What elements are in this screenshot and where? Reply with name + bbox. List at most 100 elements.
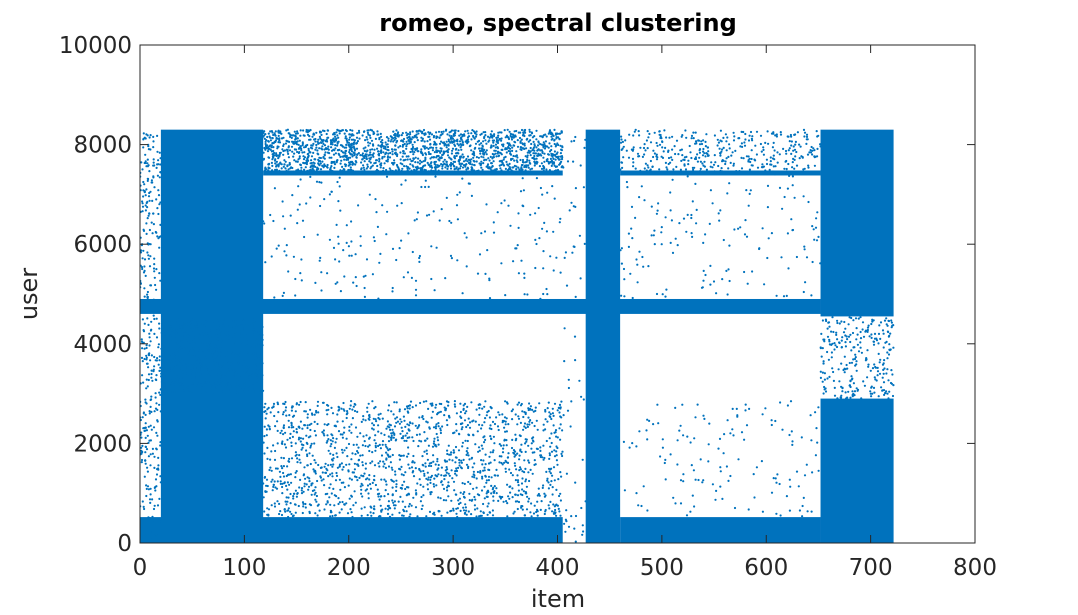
data-point — [365, 155, 368, 158]
data-point — [722, 146, 725, 149]
data-point — [322, 401, 325, 404]
data-point — [315, 168, 318, 171]
data-point — [550, 417, 553, 421]
data-point — [676, 439, 679, 442]
data-point — [229, 390, 232, 393]
data-point — [529, 154, 532, 157]
data-point — [371, 148, 374, 151]
data-point — [873, 332, 877, 335]
data-point — [341, 436, 344, 439]
data-point — [372, 155, 375, 158]
data-point — [882, 346, 885, 349]
data-point — [665, 136, 668, 139]
data-point — [290, 424, 293, 427]
data-point — [455, 469, 459, 473]
data-point — [440, 514, 443, 517]
data-point — [885, 372, 888, 375]
data-point — [172, 365, 175, 368]
data-point — [448, 415, 451, 418]
data-point — [362, 147, 365, 150]
data-point — [309, 446, 312, 449]
data-point — [823, 385, 826, 389]
data-point — [361, 454, 364, 457]
data-point — [457, 449, 461, 452]
data-point — [401, 145, 404, 148]
data-point — [259, 372, 263, 375]
data-point — [204, 366, 207, 369]
data-point — [352, 504, 355, 507]
data-point — [483, 405, 486, 408]
data-point — [675, 139, 679, 142]
data-point — [194, 362, 197, 365]
data-point — [164, 345, 167, 348]
data-point — [557, 478, 560, 481]
data-point — [290, 512, 293, 516]
data-point — [313, 442, 316, 445]
data-point — [531, 136, 535, 139]
data-point — [524, 467, 527, 470]
data-point — [299, 145, 302, 148]
data-point — [299, 437, 302, 440]
data-point — [722, 136, 725, 139]
data-point — [248, 352, 251, 355]
data-point — [360, 514, 363, 517]
data-point — [406, 407, 409, 410]
data-point — [885, 340, 888, 343]
data-point — [172, 373, 175, 376]
data-point — [349, 168, 352, 171]
data-point — [480, 444, 483, 447]
data-point — [343, 486, 346, 489]
data-point — [434, 168, 437, 171]
data-point — [292, 414, 296, 417]
data-point — [368, 160, 371, 163]
data-point — [426, 478, 430, 481]
data-point — [558, 411, 561, 414]
data-point — [439, 431, 442, 435]
data-point — [543, 495, 547, 498]
data-point — [557, 507, 560, 510]
data-point — [659, 455, 662, 458]
data-point — [348, 477, 351, 480]
data-point — [513, 510, 516, 513]
data-point — [234, 339, 238, 342]
data-point — [259, 349, 263, 352]
data-point — [863, 384, 867, 387]
data-point — [356, 479, 359, 482]
data-point — [493, 485, 496, 488]
data-point — [205, 356, 208, 359]
data-point — [282, 475, 286, 478]
data-point — [851, 331, 855, 335]
data-point — [178, 339, 181, 342]
data-point — [443, 414, 446, 417]
data-point — [425, 146, 428, 149]
data-point — [549, 413, 552, 416]
data-point — [278, 470, 281, 473]
data-point — [679, 502, 683, 505]
data-point — [332, 487, 335, 490]
data-point — [508, 497, 511, 500]
data-point — [841, 387, 844, 390]
data-point — [290, 145, 294, 148]
data-point — [279, 151, 282, 154]
data-point — [728, 147, 731, 150]
data-point — [547, 146, 550, 149]
data-point — [415, 130, 418, 133]
data-point — [433, 151, 436, 154]
data-point — [341, 451, 344, 454]
data-point — [201, 388, 204, 391]
data-point — [497, 411, 500, 414]
data-point — [555, 488, 558, 491]
data-point — [646, 438, 649, 441]
data-point — [441, 483, 444, 486]
data-point — [554, 431, 557, 434]
data-point — [502, 145, 505, 148]
data-point — [356, 450, 359, 453]
data-point — [417, 132, 420, 135]
data-point — [280, 167, 283, 170]
data-point — [168, 368, 171, 371]
data-point — [407, 446, 410, 449]
data-point — [305, 483, 308, 486]
data-point — [431, 410, 434, 413]
data-point — [300, 448, 303, 451]
data-point — [832, 330, 835, 334]
